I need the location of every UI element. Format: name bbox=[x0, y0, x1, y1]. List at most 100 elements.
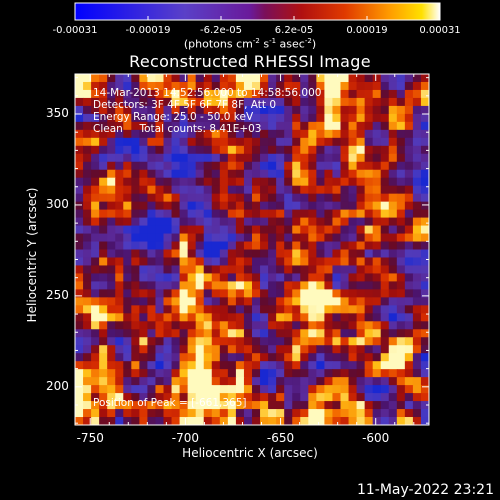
heatmap-cell bbox=[316, 97, 326, 107]
heatmap-cell bbox=[396, 129, 406, 139]
heatmap-cell bbox=[83, 105, 92, 115]
heatmap-cell bbox=[123, 89, 132, 99]
heatmap-cell bbox=[139, 185, 149, 195]
heatmap-cell bbox=[219, 329, 229, 338]
heatmap-cell bbox=[380, 273, 390, 283]
heatmap-cell bbox=[91, 345, 100, 354]
heatmap-cell bbox=[396, 409, 406, 418]
heatmap-cell bbox=[284, 97, 293, 107]
heatmap-cell bbox=[372, 409, 382, 418]
heatmap-cell bbox=[276, 257, 285, 267]
heatmap-cell bbox=[187, 361, 197, 370]
heatmap-cell bbox=[99, 225, 108, 235]
heatmap-cell bbox=[91, 289, 100, 298]
heatmap-cell bbox=[260, 97, 269, 107]
heatmap-cell bbox=[372, 393, 382, 402]
heatmap-cell bbox=[219, 369, 229, 378]
heatmap-cell bbox=[252, 329, 261, 338]
heatmap-cell bbox=[300, 401, 309, 410]
heatmap-cell bbox=[292, 217, 301, 227]
heatmap-cell bbox=[388, 137, 398, 147]
heatmap-cell bbox=[356, 337, 366, 346]
heatmap-cell bbox=[348, 401, 358, 410]
heatmap-cell bbox=[340, 145, 350, 155]
heatmap-cell bbox=[284, 257, 293, 267]
heatmap-cell bbox=[91, 233, 100, 243]
heatmap-cell bbox=[147, 337, 157, 346]
heatmap-cell bbox=[163, 105, 173, 115]
heatmap-cell bbox=[219, 417, 229, 425]
heatmap-cell bbox=[123, 209, 132, 219]
heatmap-cell bbox=[308, 289, 317, 298]
heatmap-cell bbox=[179, 209, 189, 219]
heatmap-cell bbox=[388, 329, 398, 338]
heatmap-cell bbox=[99, 273, 108, 283]
heatmap-cell bbox=[268, 177, 277, 187]
heatmap-cell bbox=[404, 137, 414, 147]
heatmap-cell bbox=[412, 281, 422, 290]
heatmap-cell bbox=[195, 329, 205, 338]
heatmap-cell bbox=[396, 353, 406, 362]
heatmap-cell bbox=[316, 89, 326, 99]
heatmap-cell bbox=[99, 305, 108, 314]
heatmap-cell bbox=[420, 177, 429, 187]
heatmap-cell bbox=[155, 257, 165, 267]
heatmap-cell bbox=[300, 321, 309, 330]
heatmap-cell bbox=[300, 385, 309, 394]
heatmap-cell bbox=[404, 289, 414, 298]
heatmap-cell bbox=[107, 153, 116, 163]
heatmap-cell bbox=[179, 201, 189, 211]
heatmap-cell bbox=[227, 217, 237, 227]
heatmap-cell bbox=[179, 241, 189, 251]
heatmap-cell bbox=[332, 241, 342, 251]
heatmap-cell bbox=[396, 361, 406, 370]
heatmap-cell bbox=[332, 393, 342, 402]
heatmap-cell bbox=[171, 361, 181, 370]
heatmap-cell bbox=[252, 161, 261, 171]
heatmap-cell bbox=[123, 217, 132, 227]
heatmap-cell bbox=[412, 369, 422, 378]
heatmap-cell bbox=[372, 113, 382, 123]
heatmap-cell bbox=[396, 417, 406, 425]
heatmap-cell bbox=[107, 89, 116, 99]
heatmap-cell bbox=[356, 321, 366, 330]
heatmap-cell bbox=[219, 177, 229, 187]
heatmap-cell bbox=[155, 209, 165, 219]
heatmap-cell bbox=[292, 345, 301, 354]
heatmap-cell bbox=[356, 361, 366, 370]
heatmap-cell bbox=[284, 265, 293, 275]
heatmap-cell bbox=[268, 273, 277, 283]
heatmap-cell bbox=[179, 225, 189, 235]
heatmap-cell bbox=[163, 249, 173, 259]
heatmap-cell bbox=[235, 201, 245, 211]
heatmap-cell bbox=[332, 305, 342, 314]
heatmap-cell bbox=[252, 201, 261, 211]
heatmap-cell bbox=[227, 185, 237, 195]
heatmap-cell bbox=[179, 345, 189, 354]
heatmap-cell bbox=[219, 153, 229, 163]
heatmap-cell bbox=[284, 113, 293, 123]
heatmap-cell bbox=[348, 257, 358, 267]
heatmap-cell bbox=[396, 329, 406, 338]
heatmap-cell bbox=[163, 233, 173, 243]
heatmap-cell bbox=[123, 169, 132, 179]
heatmap-cell bbox=[412, 129, 422, 139]
heatmap-cell bbox=[179, 121, 189, 131]
heatmap-cell bbox=[284, 417, 293, 425]
heatmap-cell bbox=[235, 193, 245, 203]
heatmap-cell bbox=[332, 177, 342, 187]
heatmap-cell bbox=[300, 81, 309, 91]
heatmap-cell bbox=[348, 233, 358, 243]
heatmap-cell bbox=[83, 337, 92, 346]
heatmap-cell bbox=[99, 185, 108, 195]
heatmap-cell bbox=[235, 105, 245, 115]
heatmap-cell bbox=[388, 225, 398, 235]
heatmap-cell bbox=[179, 89, 189, 99]
heatmap-cell bbox=[75, 313, 84, 322]
heatmap-cell bbox=[131, 193, 140, 203]
heatmap-cell bbox=[171, 417, 181, 425]
heatmap-cell bbox=[99, 233, 108, 243]
heatmap-cell bbox=[171, 409, 181, 418]
heatmap-cell bbox=[340, 313, 350, 322]
heatmap-cell bbox=[195, 97, 205, 107]
